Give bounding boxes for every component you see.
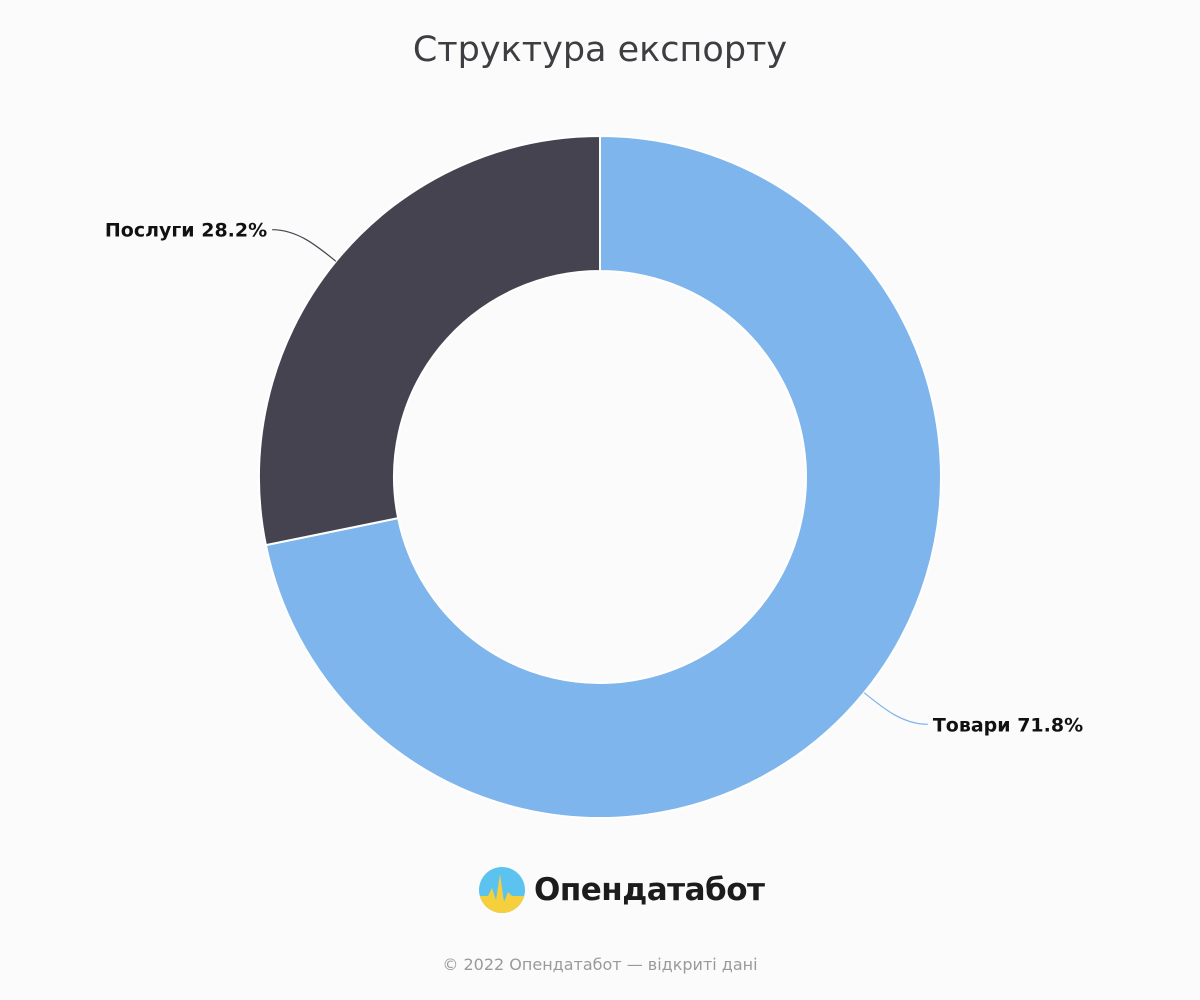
footer-copyright: © 2022 Опендатабот — відкриті дані	[442, 955, 758, 974]
logo-text: Опендатабот	[534, 872, 765, 908]
chart-title: Структура експорту	[412, 30, 788, 70]
opendatabot-logo-icon	[479, 867, 525, 913]
leader-line-0	[863, 692, 928, 725]
slice-label-0: Товари 71.8%	[933, 714, 1083, 736]
slice-label-1: Послуги 28.2%	[105, 220, 267, 242]
slice-1[interactable]	[258, 134, 601, 547]
slice-0[interactable]	[264, 134, 942, 819]
leader-line-1	[272, 229, 337, 262]
brand-logo: Опендатабот	[478, 866, 765, 914]
